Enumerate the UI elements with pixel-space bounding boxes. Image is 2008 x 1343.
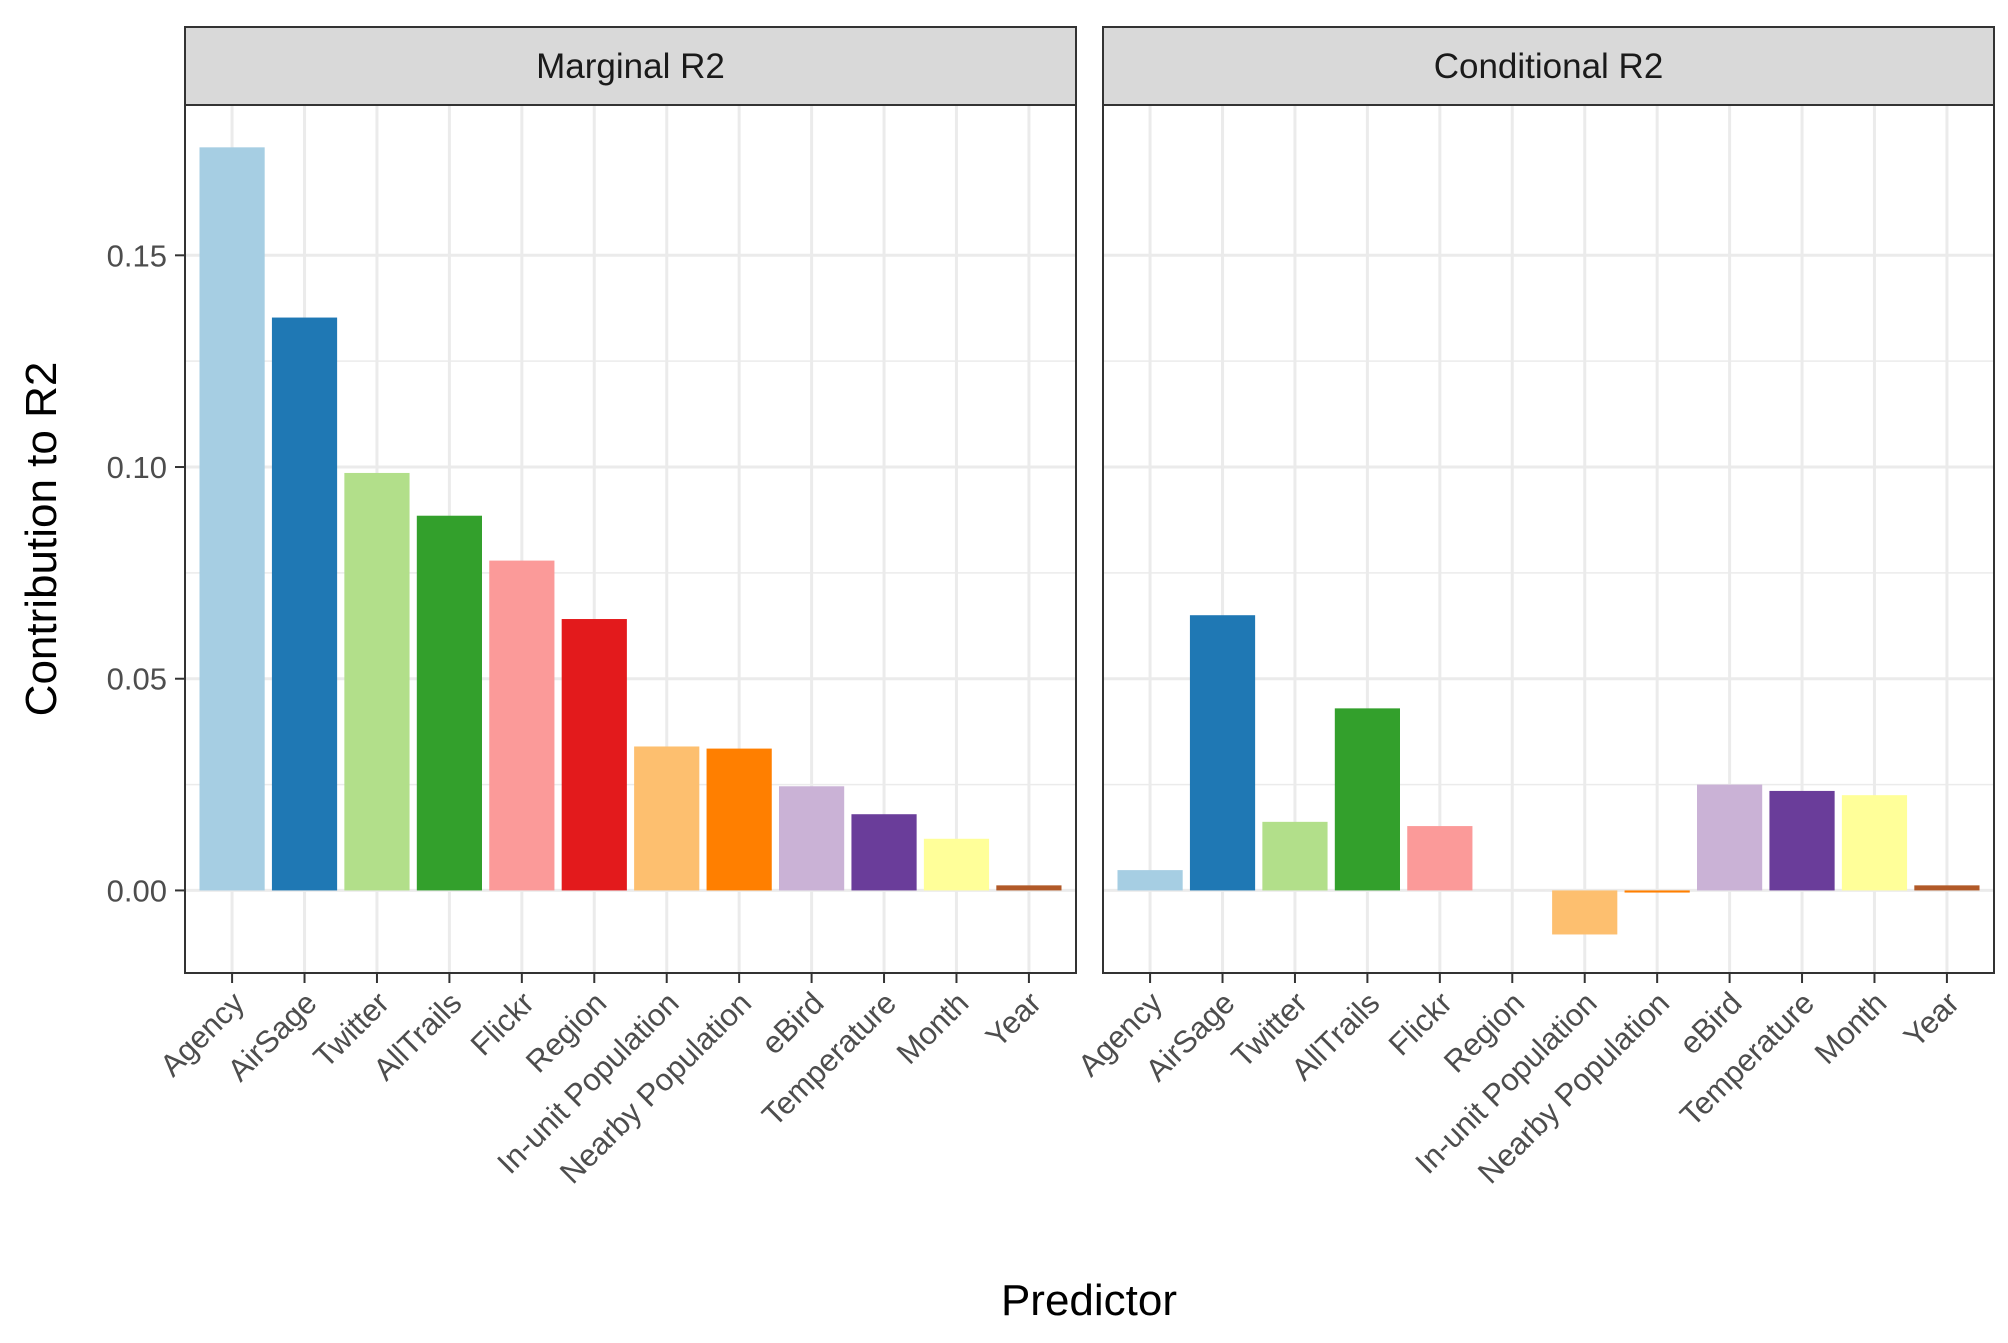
bars-marginal [199, 147, 1062, 891]
bar-year [1914, 885, 1980, 891]
strip-marginal [184, 26, 1077, 106]
bar-ebird [1697, 784, 1763, 891]
strip-label-conditional: Conditional R2 [1434, 47, 1664, 86]
bar-nearby-population [706, 748, 772, 891]
bar-flickr [489, 560, 555, 891]
bar-region [561, 619, 627, 891]
bar-airsage [1189, 615, 1256, 891]
y-axis-title: Contribution to R2 [17, 362, 66, 717]
bar-agency [199, 147, 265, 891]
bar-temperature [1769, 790, 1835, 891]
bar-airsage [271, 317, 338, 891]
panel-marginal: Marginal R2 AgencyAirSageTwitterAllTrail… [153, 26, 1077, 1190]
bar-ebird [779, 786, 845, 891]
panel-border-marginal [184, 104, 1077, 974]
x-tick-label: Year [979, 985, 1048, 1054]
bar-flickr [1407, 826, 1473, 891]
bar-alltrails [416, 515, 482, 891]
x-tick-label: Year [1897, 985, 1966, 1054]
bar-month [923, 838, 990, 891]
panel-conditional: Conditional R2 AgencyAirSageTwitterAllTr… [1071, 26, 1995, 1190]
bar-month [1841, 795, 1908, 891]
bar-in-unit-population [1552, 890, 1618, 935]
bar-nearby-population [1624, 890, 1690, 893]
bar-twitter [344, 472, 410, 891]
x-axis-conditional: AgencyAirSageTwitterAllTrailsFlickrRegio… [1071, 973, 1966, 1190]
strip-label-marginal: Marginal R2 [536, 47, 725, 86]
y-tick-label: 0.05 [107, 662, 167, 697]
y-tick-label: 0.15 [107, 238, 167, 273]
bar-alltrails [1334, 708, 1400, 891]
x-tick-label: Month [890, 985, 976, 1071]
y-axis: 0.00 0.05 0.10 0.15 [107, 238, 185, 908]
x-tick-label: Month [1808, 985, 1894, 1071]
y-tick-label: 0.00 [107, 873, 167, 908]
bar-in-unit-population [634, 746, 700, 891]
bars-conditional [1117, 615, 1980, 935]
y-tick-label: 0.10 [107, 450, 167, 485]
strip-conditional [1102, 26, 1995, 106]
bar-temperature [851, 814, 917, 891]
bar-agency [1117, 870, 1183, 891]
x-axis-marginal: AgencyAirSageTwitterAllTrailsFlickrRegio… [153, 973, 1048, 1190]
bar-year [996, 885, 1062, 891]
x-axis-title: Predictor [1001, 1276, 1177, 1325]
panel-border-conditional [1102, 104, 1995, 974]
bar-twitter [1262, 821, 1328, 891]
